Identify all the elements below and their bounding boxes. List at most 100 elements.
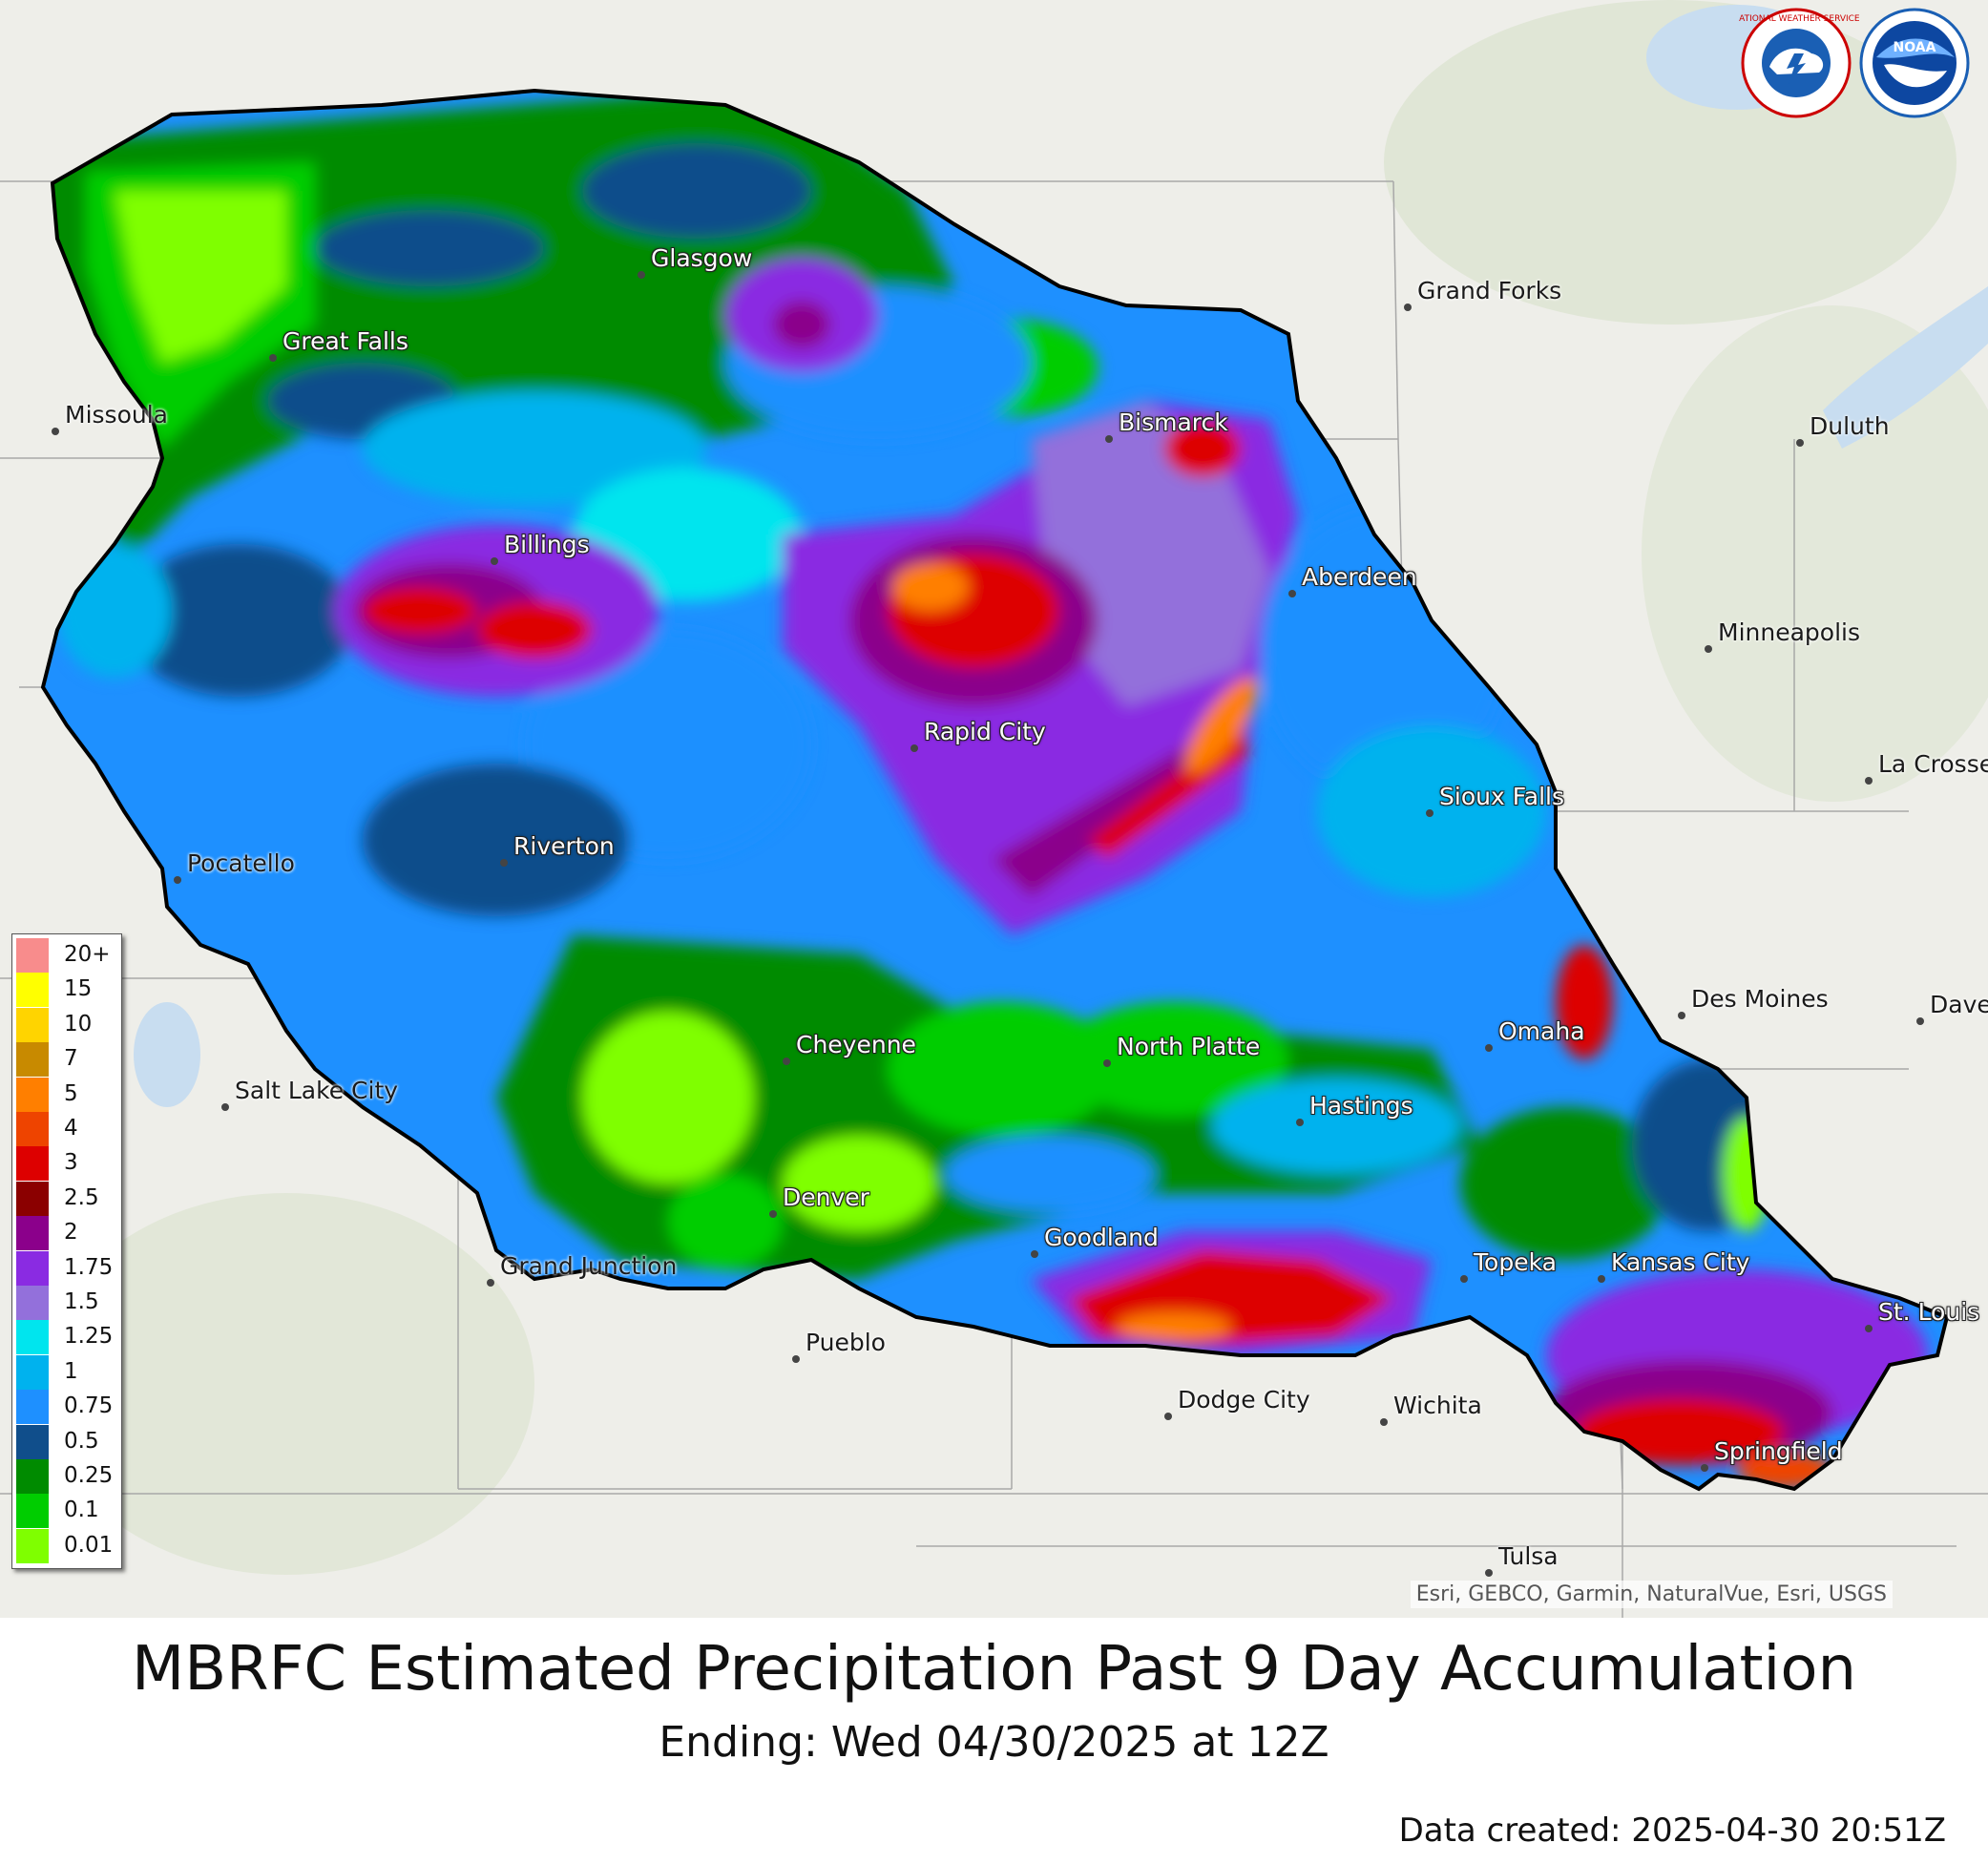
nws-logo-icon: NATIONAL WEATHER SERVICE xyxy=(1739,8,1860,118)
legend-entry: 1 xyxy=(16,1354,117,1390)
legend-entry: 1.25 xyxy=(16,1320,117,1355)
city-dot xyxy=(769,1210,777,1218)
noaa-logo-icon: NOAA xyxy=(1859,8,1970,118)
legend-swatch xyxy=(16,1250,49,1286)
legend-label: 5 xyxy=(64,1080,78,1106)
map-subtitle: Ending: Wed 04/30/2025 at 12Z xyxy=(659,1718,1329,1767)
legend-swatch xyxy=(16,1181,49,1216)
legend-label: 7 xyxy=(64,1046,78,1072)
city-dot xyxy=(500,859,508,867)
city-dot xyxy=(1705,645,1712,653)
city-dot xyxy=(1426,809,1433,817)
legend-swatch xyxy=(16,1320,49,1355)
legend-label: 0.1 xyxy=(64,1497,99,1523)
svg-text:NOAA: NOAA xyxy=(1894,40,1936,55)
legend-label: 4 xyxy=(64,1116,78,1141)
data-created-timestamp: Data created: 2025-04-30 20:51Z xyxy=(1398,1812,1946,1850)
legend-entry: 10 xyxy=(16,1007,117,1042)
legend-entry: 7 xyxy=(16,1042,117,1078)
city-dot xyxy=(1678,1012,1685,1019)
legend-swatch xyxy=(16,1459,49,1494)
city-dot xyxy=(1460,1275,1468,1283)
city-dot xyxy=(174,876,181,884)
legend-label: 10 xyxy=(64,1011,93,1037)
legend-label: 1.5 xyxy=(64,1289,99,1314)
legend-entry: 0.01 xyxy=(16,1528,117,1563)
forest-tint xyxy=(38,1193,534,1575)
legend-entry: 1.5 xyxy=(16,1286,117,1320)
legend-label: 3 xyxy=(64,1150,78,1176)
legend-swatch xyxy=(16,1146,49,1182)
city-dot xyxy=(1485,1569,1493,1577)
legend-label: 0.75 xyxy=(64,1393,114,1419)
map-attribution: Esri, GEBCO, Garmin, NaturalVue, Esri, U… xyxy=(1410,1581,1893,1608)
legend-entry: 1.75 xyxy=(16,1250,117,1286)
city-dot xyxy=(1288,590,1296,597)
city-dot xyxy=(1380,1418,1388,1426)
legend-swatch xyxy=(16,1354,49,1390)
legend-label: 0.5 xyxy=(64,1428,99,1454)
legend-swatch xyxy=(16,1112,49,1146)
city-dot xyxy=(1485,1044,1493,1052)
city-dot xyxy=(1865,1325,1873,1332)
city-dot xyxy=(1103,1059,1111,1067)
precip-legend: 20+ 15 10 7 5 4 3 2.5 2 1.75 1.5 1.25 1 0.75 0.5 0.25 0.… xyxy=(11,933,122,1569)
city-dot xyxy=(1701,1464,1708,1472)
city-dot xyxy=(487,1279,494,1287)
city-dot xyxy=(1865,777,1873,785)
legend-swatch xyxy=(16,973,49,1008)
city-dot xyxy=(638,271,645,279)
city-dot xyxy=(269,354,277,362)
legend-swatch xyxy=(16,938,49,973)
legend-label: 2.5 xyxy=(64,1184,99,1210)
legend-swatch xyxy=(16,1007,49,1042)
legend-entry: 0.5 xyxy=(16,1424,117,1459)
legend-entry: 5 xyxy=(16,1077,117,1112)
legend-entry: 0.1 xyxy=(16,1494,117,1529)
lake-superior xyxy=(1823,286,1988,449)
legend-label: 1.75 xyxy=(64,1254,114,1280)
legend-entry: 0.25 xyxy=(16,1459,117,1494)
legend-label: 0.01 xyxy=(64,1532,114,1558)
city-dot xyxy=(491,557,498,565)
legend-swatch xyxy=(16,1286,49,1320)
legend-label: 2 xyxy=(64,1220,78,1246)
city-dot xyxy=(1164,1413,1172,1420)
legend-swatch xyxy=(16,1077,49,1112)
city-dot xyxy=(792,1355,800,1363)
legend-entry: 20+ xyxy=(16,938,117,973)
city-dot xyxy=(1796,439,1804,447)
legend-label: 1 xyxy=(64,1358,78,1384)
legend-entry: 2 xyxy=(16,1216,117,1251)
legend-swatch xyxy=(16,1528,49,1563)
agency-logos: NATIONAL WEATHER SERVICE NOAA xyxy=(1739,4,1978,128)
legend-label: 1.25 xyxy=(64,1324,114,1350)
legend-label: 0.25 xyxy=(64,1463,114,1488)
legend-label: 15 xyxy=(64,976,93,1002)
svg-text:NATIONAL WEATHER SERVICE: NATIONAL WEATHER SERVICE xyxy=(1739,14,1860,24)
legend-entry: 0.75 xyxy=(16,1390,117,1425)
legend-entry: 3 xyxy=(16,1146,117,1182)
city-dot xyxy=(221,1103,229,1111)
city-dot xyxy=(910,744,918,752)
city-dot xyxy=(1404,304,1412,311)
city-dot xyxy=(1598,1275,1605,1283)
map-title: MBRFC Estimated Precipitation Past 9 Day… xyxy=(131,1634,1857,1705)
city-dot xyxy=(783,1058,790,1065)
city-dot xyxy=(1916,1017,1924,1025)
city-dot xyxy=(52,428,59,435)
city-dot xyxy=(1031,1250,1038,1258)
legend-entry: 2.5 xyxy=(16,1181,117,1216)
legend-label: 20+ xyxy=(64,942,111,967)
legend-swatch xyxy=(16,1042,49,1078)
great-salt-lake xyxy=(134,1002,200,1107)
precipitation-map[interactable]: Glasgow Great Falls Missoula Grand Forks… xyxy=(0,0,1988,1618)
legend-swatch xyxy=(16,1216,49,1251)
legend-swatch xyxy=(16,1390,49,1425)
map-canvas xyxy=(0,0,1988,1618)
legend-entry: 4 xyxy=(16,1112,117,1146)
legend-swatch xyxy=(16,1424,49,1459)
legend-swatch xyxy=(16,1494,49,1529)
legend-entry: 15 xyxy=(16,973,117,1008)
forest-tint xyxy=(1642,305,1988,802)
